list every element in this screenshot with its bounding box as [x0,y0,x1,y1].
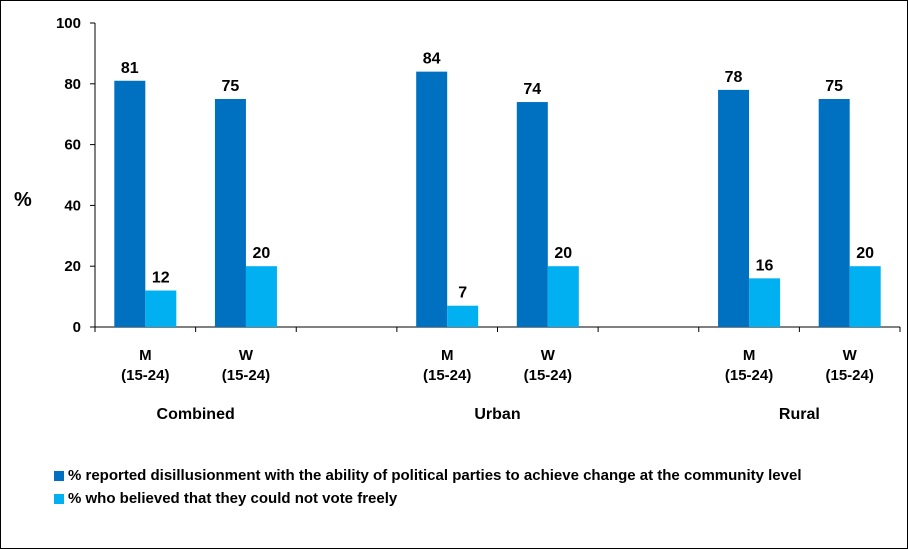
category-label: M [139,347,152,364]
data-label: 78 [725,69,743,86]
data-label: 20 [856,245,874,262]
bar [214,99,246,327]
bar [145,290,177,327]
category-label: M [441,347,454,364]
group-label: Urban [474,406,520,423]
bar-chart: % 0 20 40 60 80 100 81 12 M (15-24) 75 20 W (15-24) Co… [14,15,901,423]
category-sublabel: (15-24) [826,367,874,384]
y-tick-label: 60 [64,137,81,154]
legend-label-not-vote-freely: % who believed that they could not vote … [68,490,398,507]
data-label: 20 [554,245,572,262]
bar [447,305,479,327]
legend-swatch-disillusionment [54,471,64,481]
data-label: 75 [825,78,843,95]
y-tick-label: 80 [64,76,81,93]
bar [516,102,548,327]
bar [718,89,750,327]
category-sublabel: (15-24) [121,367,169,384]
legend: % reported disillusionment with the abil… [54,466,904,512]
data-label: 20 [253,245,271,262]
data-label: 16 [756,257,774,274]
category-sublabel: (15-24) [725,367,773,384]
y-tick-label: 40 [64,197,81,214]
bar [818,99,850,327]
legend-label-disillusionment: % reported disillusionment with the abil… [68,467,802,484]
bar [416,71,448,327]
data-label: 75 [222,78,240,95]
category-sublabel: (15-24) [423,367,471,384]
group-label: Combined [157,406,235,423]
data-label: 84 [423,51,441,68]
data-label: 12 [152,270,170,287]
bar [849,266,881,327]
category-sublabel: (15-24) [222,367,270,384]
category-label: W [541,347,556,364]
y-tick-label: 20 [64,258,81,275]
group-label: Rural [779,406,820,423]
category-label: W [239,347,254,364]
legend-item-not-vote-freely: % who believed that they could not vote … [54,489,904,508]
y-axis-label: % [14,189,32,211]
data-label: 74 [523,81,541,98]
data-label: 81 [121,60,139,77]
y-tick-label: 0 [73,319,81,336]
bar [245,266,277,327]
bar [547,266,579,327]
category-sublabel: (15-24) [524,367,572,384]
y-tick-label: 100 [56,15,81,32]
legend-swatch-not-vote-freely [54,494,64,504]
category-label: W [843,347,858,364]
data-label: 7 [458,285,467,302]
legend-item-disillusionment: % reported disillusionment with the abil… [54,466,904,485]
bar [749,278,781,327]
bar [114,80,146,327]
category-label: M [743,347,756,364]
